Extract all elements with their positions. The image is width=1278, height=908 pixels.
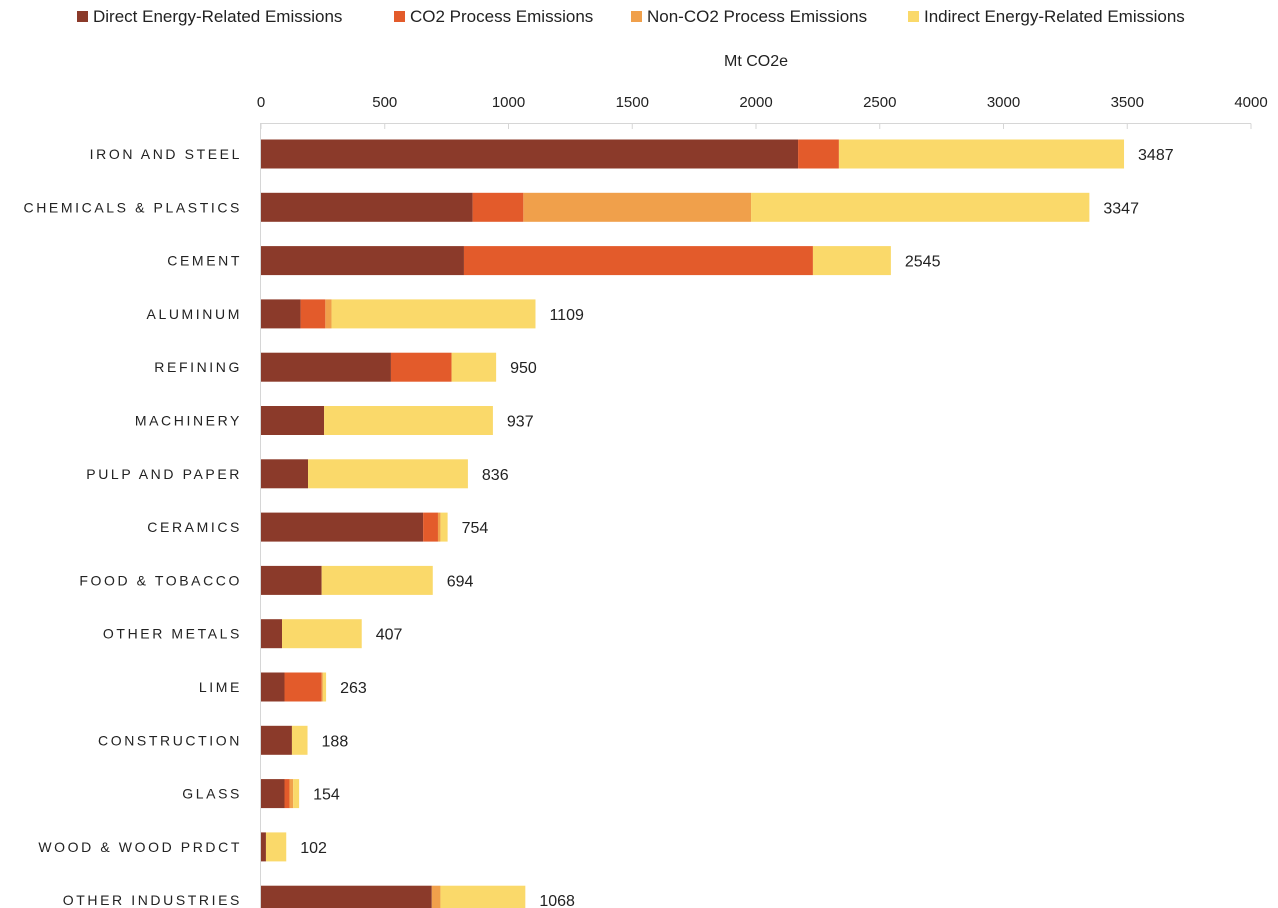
total-label: 754 (462, 520, 489, 537)
legend-label: Indirect Energy-Related Emissions (924, 7, 1185, 26)
category-label: CONSTRUCTION (98, 732, 242, 748)
total-label: 2545 (905, 254, 941, 271)
category-label: REFINING (154, 359, 242, 375)
legend-swatch (394, 11, 405, 22)
bars (261, 139, 1125, 908)
bar-segment (523, 192, 752, 222)
category-label: FOOD & TOBACCO (79, 572, 242, 588)
bar-segment (261, 619, 283, 649)
total-label: 3487 (1138, 147, 1174, 164)
legend-swatch (77, 11, 88, 22)
bar-segment (261, 512, 424, 542)
total-label: 836 (482, 467, 509, 484)
bar-segment (321, 565, 433, 595)
x-tick-label: 1500 (616, 94, 649, 111)
bar-segment (300, 299, 326, 329)
bar-segment (284, 779, 290, 809)
bar-segment (261, 459, 309, 489)
bar-segment (261, 192, 473, 222)
legend-label: CO2 Process Emissions (410, 7, 593, 26)
total-label: 1068 (539, 893, 575, 908)
bar-segment (325, 299, 332, 329)
total-label: 188 (322, 733, 349, 750)
bar-segment (261, 672, 285, 702)
bar-segment (463, 246, 813, 276)
category-label: LIME (199, 679, 242, 695)
bar-segment (261, 246, 464, 276)
x-tick-label: 2000 (739, 94, 772, 111)
category-label: IRON AND STEEL (90, 146, 242, 162)
category-label: MACHINERY (135, 413, 242, 429)
total-label: 937 (507, 414, 534, 431)
category-label: PULP AND PAPER (86, 466, 242, 482)
category-label: WOOD & WOOD PRDCT (38, 839, 242, 855)
total-label: 263 (340, 680, 367, 697)
total-label: 950 (510, 360, 537, 377)
bar-segment (437, 512, 441, 542)
category-labels: IRON AND STEEL CHEMICALS & PLASTICS CEMENT… (24, 146, 243, 908)
category-label: CHEMICALS & PLASTICS (24, 199, 243, 215)
bar-segment (261, 725, 292, 755)
bar-segment (261, 565, 322, 595)
bar-segment (440, 885, 526, 908)
x-axis: 0 500 1000 1500 2000 2500 3000 3500 4000 (257, 94, 1268, 908)
bar-segment (261, 406, 325, 435)
bar-segment (261, 352, 391, 382)
bar-segment (261, 832, 266, 862)
category-label: CERAMICS (147, 519, 242, 535)
bar-segment (838, 139, 1125, 169)
x-tick-label: 0 (257, 94, 265, 111)
bar-segment (751, 192, 1090, 222)
bar-segment (265, 832, 287, 862)
x-axis-title: Mt CO2e (724, 53, 788, 70)
bar-segment (261, 779, 285, 809)
bar-segment (472, 192, 524, 222)
bar-segment (308, 459, 468, 489)
bar-segment (291, 725, 308, 755)
category-label: OTHER METALS (103, 626, 242, 642)
bar-segment (321, 672, 323, 702)
bar-segment (390, 352, 452, 382)
bar-segment (322, 672, 327, 702)
bar-segment (423, 512, 438, 542)
bar-segment (812, 246, 891, 276)
x-tick-label: 3500 (1111, 94, 1144, 111)
bar-segment (431, 885, 441, 908)
bar-segment (451, 352, 497, 382)
x-tick-label: 4000 (1234, 94, 1267, 111)
x-tick-label: 2500 (863, 94, 896, 111)
bar-segment (324, 406, 493, 435)
total-label: 102 (300, 840, 327, 857)
total-label: 1109 (549, 307, 584, 324)
total-label: 694 (447, 573, 474, 590)
x-tick-label: 500 (372, 94, 397, 111)
bar-segment (284, 672, 322, 702)
legend-label: Direct Energy-Related Emissions (93, 7, 342, 26)
legend-swatch (908, 11, 919, 22)
total-label: 3347 (1103, 200, 1139, 217)
category-label: CEMENT (167, 253, 242, 269)
bar-segment (293, 779, 300, 809)
total-labels: 3487 3347 2545 1109 950 937 836 754 694 407 263 188… (300, 147, 1173, 908)
legend: Direct Energy-Related Emissions CO2 Proce… (77, 7, 1185, 26)
x-tick-label: 3000 (987, 94, 1020, 111)
category-label: ALUMINUM (147, 306, 242, 322)
category-label: GLASS (182, 786, 242, 802)
bar-segment (282, 619, 362, 649)
total-label: 407 (376, 627, 403, 644)
bar-segment (261, 139, 799, 169)
bar-segment (331, 299, 536, 329)
legend-swatch (631, 11, 642, 22)
bar-segment (261, 885, 432, 908)
x-tick-label: 1000 (492, 94, 525, 111)
bar-segment (440, 512, 448, 542)
bar-segment (798, 139, 839, 169)
bar-segment (289, 779, 294, 809)
category-label: OTHER INDUSTRIES (63, 892, 242, 908)
total-label: 154 (313, 787, 340, 804)
legend-label: Non-CO2 Process Emissions (647, 7, 867, 26)
bar-segment (261, 299, 301, 329)
